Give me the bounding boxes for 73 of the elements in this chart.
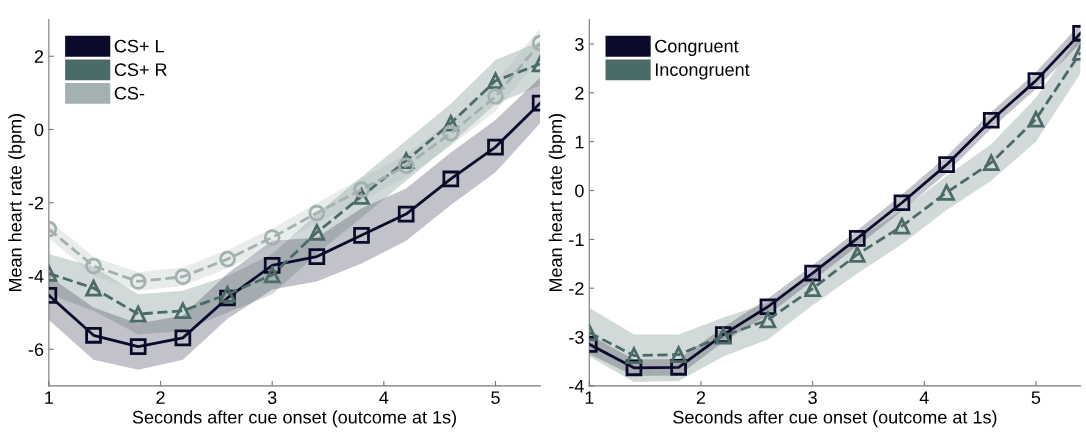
point [129,305,147,323]
point [893,194,911,212]
point [938,184,955,201]
point [129,273,147,290]
point [442,124,460,142]
legend-label: Congruent [655,39,739,57]
y-tick-label: -4 [28,270,44,283]
y-tick-label: -6 [28,343,44,356]
y-tick-label: -1 [569,233,584,246]
legend-label: CS- [114,86,145,100]
point [308,204,326,222]
point [804,264,821,282]
point [308,248,326,265]
y-axis-title: Mean heart rate (bpm) [8,114,26,292]
y-axis-title: Mean heart rate (bpm) [548,114,566,292]
x-tick-label: 4 [919,391,929,404]
point [174,329,192,347]
x-tick-label: 2 [696,391,706,404]
point [85,326,102,344]
x-axis-title: Seconds after cue onset (outcome at 1s) [132,410,456,428]
legend-label: CS+ R [114,63,167,77]
point [759,298,777,316]
point [174,268,192,286]
point [219,250,236,268]
point [487,72,504,90]
point [893,217,911,235]
point [487,138,504,156]
point [397,157,415,175]
point [625,347,643,364]
point [848,246,866,263]
point [670,346,687,363]
y-tick-label: -3 [569,330,584,344]
point [219,285,236,303]
point [263,229,281,246]
point [174,302,192,320]
point [263,266,281,284]
y-tick-label: -2 [569,282,584,295]
point [982,111,1000,129]
y-tick-label: 0 [575,184,584,198]
x-tick-label: 3 [267,391,277,404]
point [1027,110,1045,128]
point [85,257,102,275]
x-tick-label: 5 [491,391,500,404]
point [938,156,955,173]
y-tick-label: 2 [34,50,44,63]
point [804,280,821,298]
legend-label: CS+ L [114,39,164,53]
y-tick-label: 0 [34,123,44,137]
y-tick-label: 1 [575,135,584,149]
x-axis-title: Seconds after cue onset (outcome at 1s) [673,410,997,428]
point [982,154,1000,172]
x-tick-label: 3 [808,391,817,404]
point [129,338,147,356]
y-tick-label: 3 [575,37,584,51]
y-tick-label: -2 [28,196,44,210]
point [442,170,460,188]
x-tick-label: 5 [1031,391,1041,404]
y-tick-label: -4 [569,379,584,393]
point [1027,72,1045,89]
point [308,224,326,241]
point [353,227,370,244]
point [353,181,370,198]
point [85,279,102,297]
point [397,205,415,223]
x-tick-label: 2 [156,391,165,404]
legend-label: Incongruent [655,63,750,80]
x-tick-label: 1 [585,391,594,404]
x-tick-label: 1 [45,391,54,404]
point [487,88,504,105]
x-tick-label: 4 [379,391,389,404]
y-tick-label: 2 [575,86,584,100]
point [759,311,777,329]
point [848,230,866,247]
